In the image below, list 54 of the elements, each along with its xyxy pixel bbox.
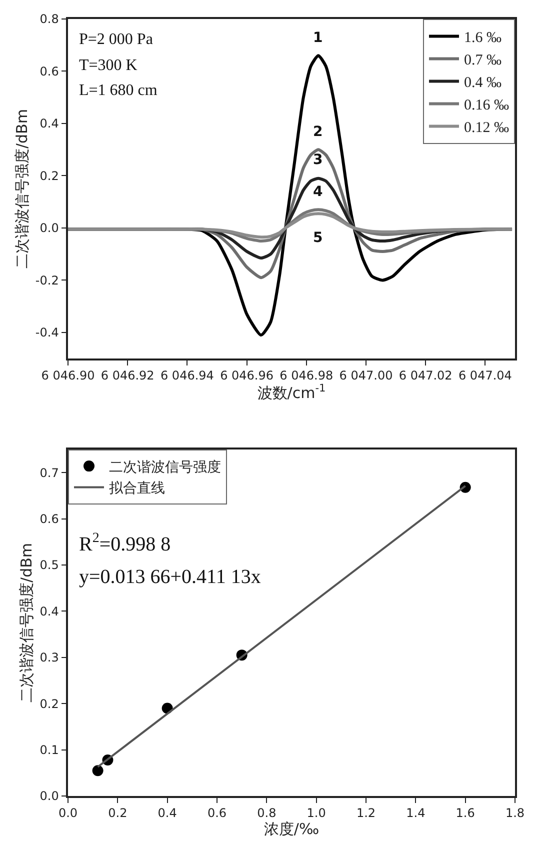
- x-tick-label: 1.2: [356, 806, 376, 820]
- x-tick-label: 1.4: [406, 806, 426, 820]
- y-tick-label: -0.4: [35, 326, 59, 340]
- y-tick-label: 0.7: [40, 466, 59, 480]
- x-tick-label: 6 046.90: [41, 368, 95, 383]
- x-axis-title: 浓度/‰: [264, 820, 320, 838]
- y-axis-title: 二次谐波信号强度/dBm: [13, 109, 32, 269]
- x-axis-title: 波数/cm$^{-1}$: [257, 382, 326, 402]
- x-tick-label: 1.8: [505, 806, 525, 820]
- legend-label: 1.6 ‰: [464, 30, 502, 46]
- x-tick-label: 0.6: [207, 806, 227, 820]
- annotation: P=2 000 Pa: [79, 31, 153, 48]
- y-tick-label: 0.3: [40, 650, 59, 665]
- annotation: y=0.013 66+0.411 13x: [79, 566, 261, 588]
- legend-label: 0.16 ‰: [464, 98, 509, 114]
- x-tick-label: 0.4: [158, 806, 177, 820]
- y-tick-label: 0.6: [40, 512, 59, 526]
- annotation: 2: [313, 124, 323, 140]
- x-tick-label: 6 046.92: [100, 368, 154, 383]
- y-tick-label: 0.5: [40, 558, 59, 572]
- annotation: 1: [313, 30, 323, 46]
- annotation: 5: [313, 230, 323, 246]
- legend-label: 拟合直线: [109, 480, 165, 497]
- y-axis-title: 二次谐波信号强度/dBm: [18, 542, 36, 702]
- y-tick-label: 0.6: [40, 64, 59, 78]
- y-tick-label: 0.4: [40, 116, 59, 131]
- annotation: T=300 K: [79, 57, 138, 74]
- x-tick-label: 6 046.94: [160, 368, 214, 383]
- x-tick-label: 0.8: [257, 806, 276, 820]
- x-tick-label: 0.2: [108, 806, 128, 820]
- y-tick-label: 0.2: [40, 168, 59, 183]
- x-tick-label: 1.6: [456, 806, 475, 820]
- y-tick-label: 0.4: [40, 604, 59, 618]
- legend-label: 0.12 ‰: [464, 120, 509, 136]
- x-tick-label: 6 046.98: [280, 368, 334, 383]
- annotation: 3: [313, 152, 323, 168]
- legend-label: 0.7 ‰: [464, 52, 502, 69]
- y-tick-label: 0.8: [40, 12, 59, 26]
- x-tick-label: 6 046.96: [220, 368, 274, 383]
- legend-label: 0.4 ‰: [464, 75, 502, 92]
- y-tick-label: 0.1: [40, 743, 59, 757]
- x-tick-label: 6 047.02: [398, 368, 452, 383]
- y-tick-label: -0.2: [35, 273, 59, 288]
- x-tick-label: 0.0: [58, 806, 78, 820]
- y-tick-label: 0.0: [40, 221, 59, 236]
- annotation: R$^{2}$=0.998 8: [79, 531, 171, 556]
- annotation: 4: [313, 184, 323, 200]
- x-tick-label: 1.0: [306, 806, 326, 820]
- annotation: L=1 680 cm: [79, 82, 158, 99]
- y-tick-label: 0.0: [40, 789, 59, 804]
- y-tick-label: 0.2: [40, 696, 59, 711]
- x-tick-label: 6 047.00: [339, 368, 393, 383]
- legend-label: 二次谐波信号强度: [109, 460, 221, 476]
- x-tick-label: 6 047.04: [458, 368, 512, 383]
